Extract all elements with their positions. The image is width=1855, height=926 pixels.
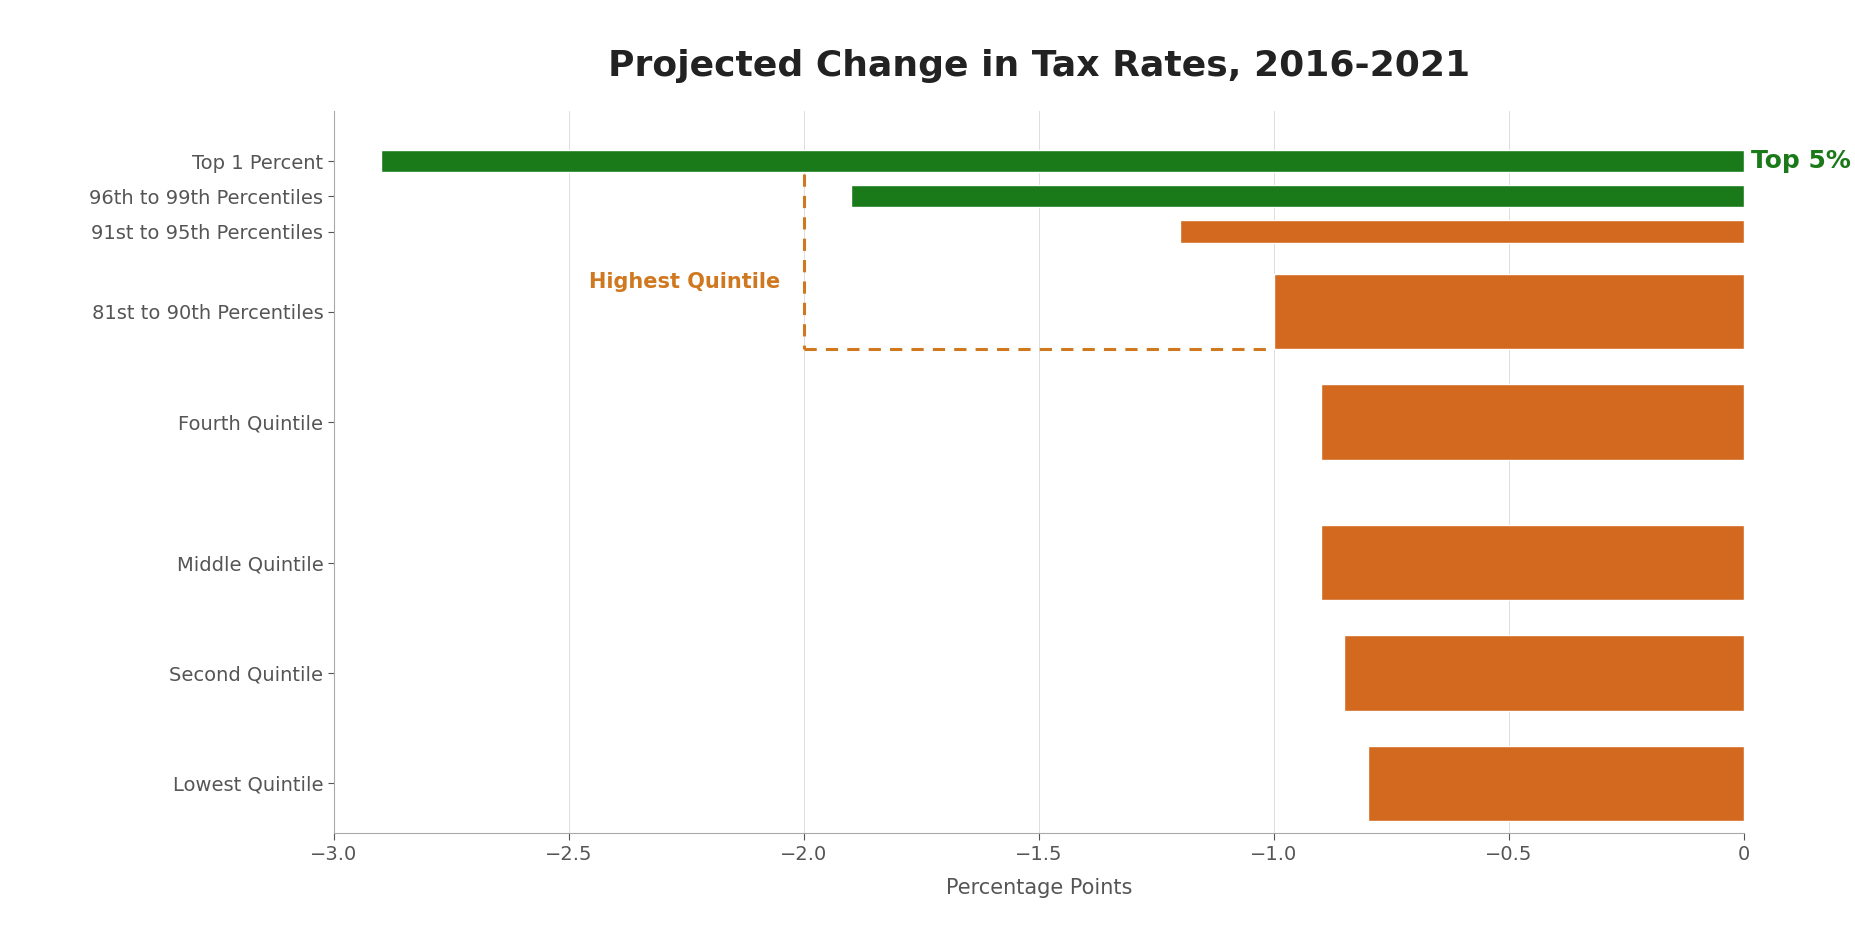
Bar	[1321, 525, 1744, 600]
X-axis label: Percentage Points: Percentage Points	[946, 878, 1132, 898]
Bar	[1367, 745, 1744, 820]
Title: Projected Change in Tax Rates, 2016-2021: Projected Change in Tax Rates, 2016-2021	[608, 49, 1469, 83]
Text: Highest Quintile: Highest Quintile	[590, 271, 781, 292]
Bar	[851, 185, 1744, 207]
Bar	[1321, 384, 1744, 459]
Bar	[1274, 274, 1744, 349]
Bar	[1180, 220, 1744, 243]
Text: Top 5%: Top 5%	[1751, 149, 1851, 173]
Bar	[1345, 635, 1744, 710]
Bar	[380, 150, 1744, 172]
